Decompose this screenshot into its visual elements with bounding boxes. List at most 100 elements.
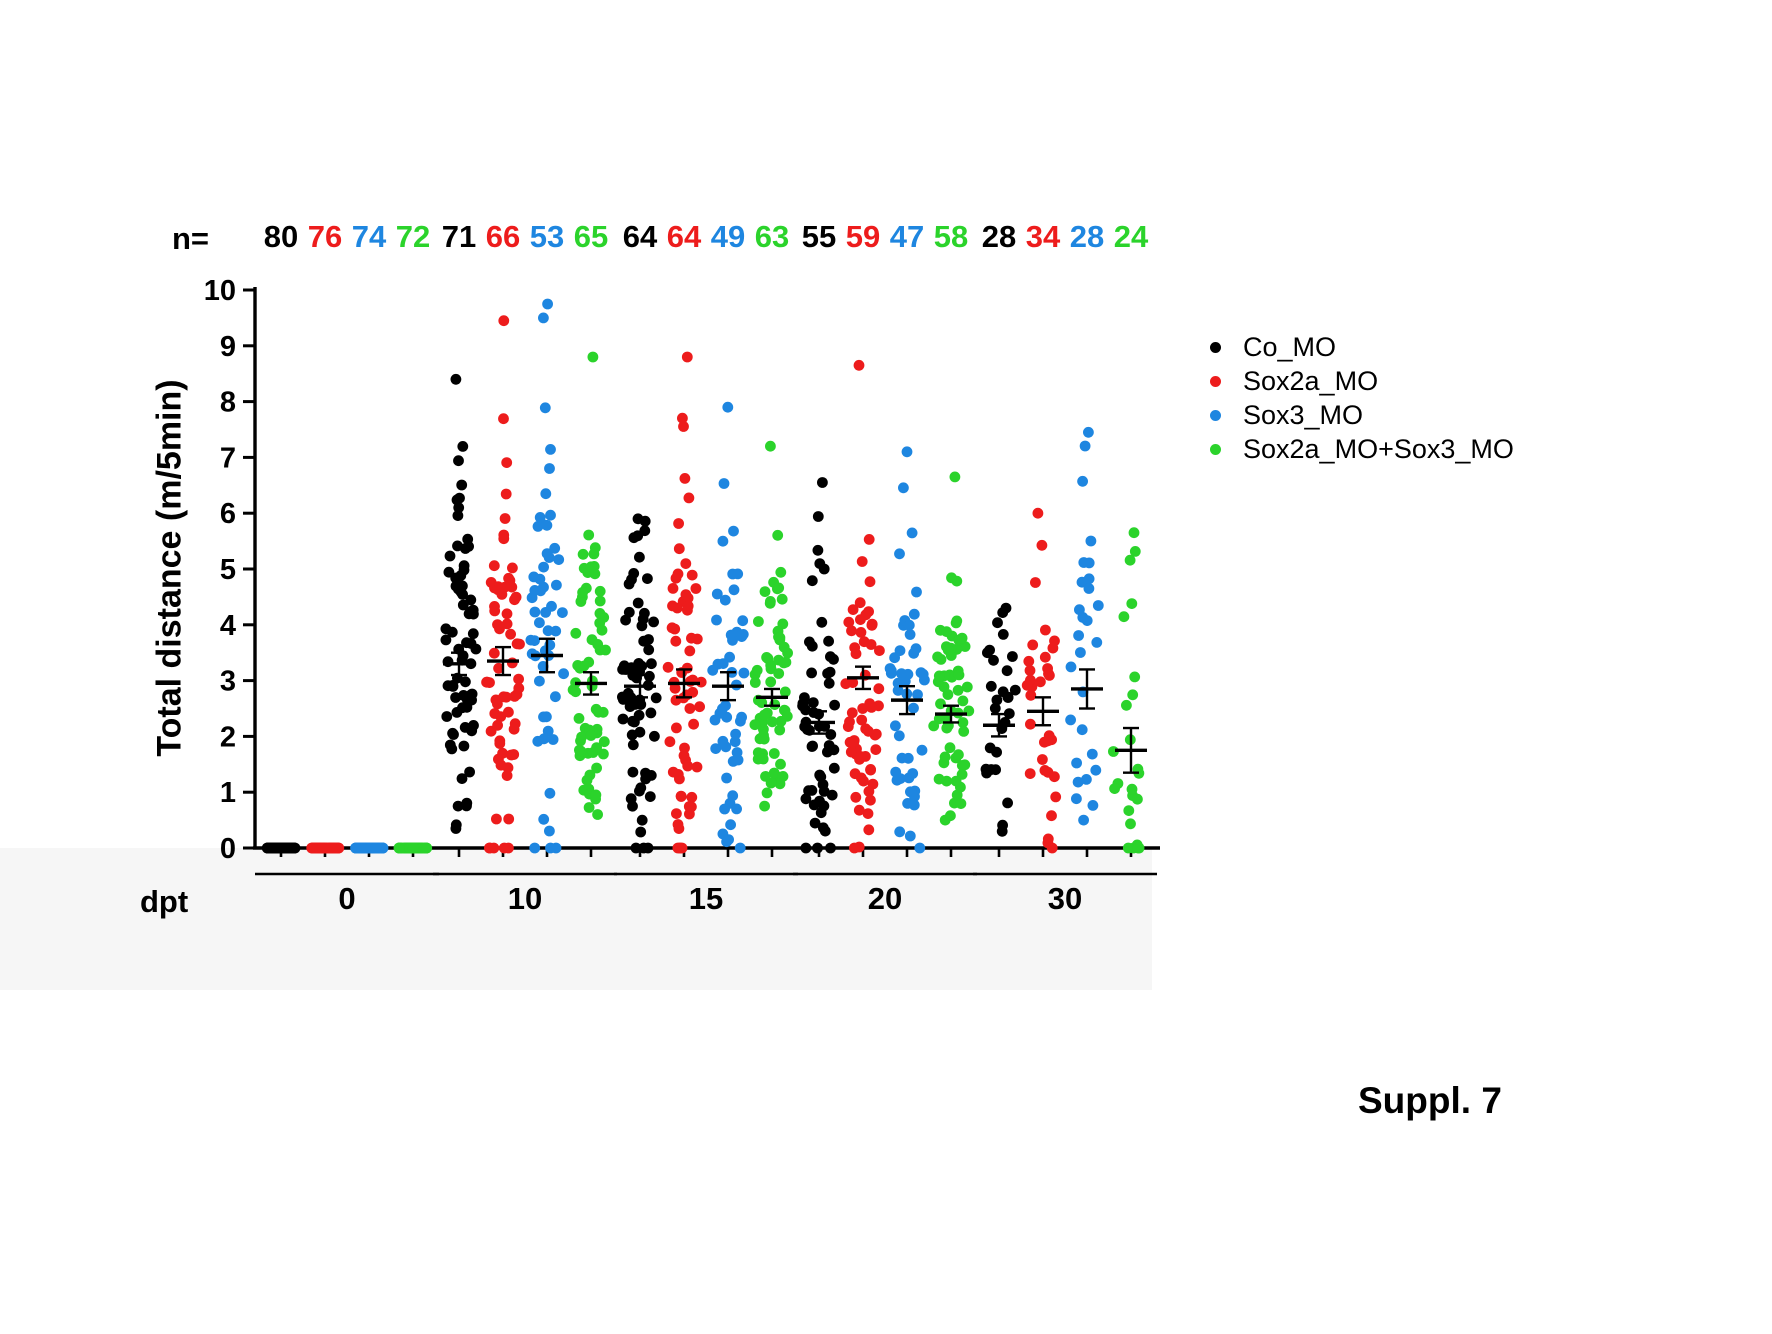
data-point <box>443 566 455 578</box>
data-point <box>933 773 945 785</box>
data-point <box>546 600 557 612</box>
data-point <box>488 560 500 572</box>
data-point <box>499 581 511 593</box>
data-point <box>681 351 693 363</box>
data-point <box>1024 768 1036 779</box>
data-point <box>829 699 840 711</box>
data-point <box>287 842 298 854</box>
n-value: 66 <box>486 219 520 254</box>
group-label: 10 <box>508 881 542 916</box>
data-point <box>800 842 812 854</box>
error-bar <box>487 645 519 677</box>
data-point <box>956 632 968 644</box>
data-point <box>853 804 865 816</box>
legend-marker-icon <box>1210 375 1221 387</box>
data-point <box>812 511 824 522</box>
data-point <box>914 842 926 854</box>
data-point <box>815 807 827 819</box>
data-point <box>765 596 776 607</box>
data-point <box>1123 805 1135 816</box>
data-point <box>686 632 697 644</box>
data-point <box>626 662 637 674</box>
data-point <box>638 635 650 647</box>
data-point <box>1072 776 1084 788</box>
data-point <box>1001 665 1013 677</box>
data-point <box>725 819 736 831</box>
data-point <box>759 800 770 812</box>
data-point <box>549 542 561 554</box>
dot-column-15-Co_MO <box>617 513 662 854</box>
data-point <box>863 824 875 836</box>
data-point <box>446 626 458 638</box>
data-point <box>991 694 1003 706</box>
data-point <box>728 584 740 596</box>
axes: 0 1 2 3 4 5 6 7 8 9 10 0 10 15 20 30 <box>204 275 1160 916</box>
error-bar <box>891 684 923 716</box>
data-point <box>997 629 1009 640</box>
data-point <box>908 608 920 620</box>
data-point <box>1046 810 1057 822</box>
data-point <box>529 585 541 596</box>
data-point <box>842 721 854 732</box>
data-point <box>447 681 459 692</box>
data-point <box>890 720 901 732</box>
data-point <box>544 463 555 474</box>
data-point <box>1039 765 1051 776</box>
data-point <box>1036 539 1048 551</box>
data-point <box>622 687 634 699</box>
data-point <box>828 762 840 774</box>
data-point <box>542 625 554 637</box>
data-point <box>1037 754 1048 765</box>
data-point <box>817 477 828 488</box>
n-row: 80 76 74 72 71 66 53 65 64 64 49 63 55 59 47 58 28 34 28 24 <box>264 219 1149 254</box>
data-point <box>988 654 999 666</box>
data-point <box>991 746 1002 758</box>
data-point <box>598 736 610 748</box>
data-point <box>908 799 920 811</box>
data-point <box>815 771 827 783</box>
data-point <box>873 683 885 695</box>
data-point <box>650 692 662 704</box>
data-point <box>1043 668 1054 680</box>
data-point <box>544 825 555 837</box>
data-point <box>710 743 722 754</box>
data-point <box>503 572 514 584</box>
data-point <box>683 492 695 504</box>
data-point <box>677 412 688 424</box>
data-point <box>466 725 478 737</box>
data-point <box>757 753 769 765</box>
data-point <box>711 588 723 600</box>
data-point <box>711 614 722 626</box>
data-point <box>749 677 761 688</box>
data-point <box>1121 699 1132 711</box>
data-point <box>1025 718 1036 730</box>
data-point <box>537 661 549 672</box>
data-point <box>636 620 648 632</box>
data-point <box>911 586 922 598</box>
data-point <box>682 604 693 616</box>
dot-column-10-Sox2a_MO+Sox3_MO <box>567 351 611 820</box>
data-point <box>958 726 970 737</box>
data-point <box>727 756 739 767</box>
data-point <box>1126 598 1138 609</box>
dot-column-15-Sox3_MO <box>707 401 750 854</box>
data-point <box>846 625 857 637</box>
y-tick-label: 7 <box>220 442 236 474</box>
data-point <box>643 644 655 656</box>
data-point <box>1042 735 1053 747</box>
error-bar <box>803 710 835 735</box>
data-point <box>885 667 897 679</box>
data-point <box>673 518 684 529</box>
data-point <box>1083 583 1095 594</box>
data-point <box>596 624 608 636</box>
data-point <box>489 601 500 612</box>
y-axis-title: Total distance (m/5min) <box>150 379 189 757</box>
data-point <box>684 703 696 714</box>
data-point <box>457 599 469 611</box>
dot-column-30-Sox2a_MO <box>1021 507 1062 854</box>
data-point <box>550 691 561 703</box>
data-point <box>1132 793 1143 805</box>
data-point <box>590 703 602 715</box>
data-point <box>775 566 787 578</box>
data-point <box>529 842 541 854</box>
